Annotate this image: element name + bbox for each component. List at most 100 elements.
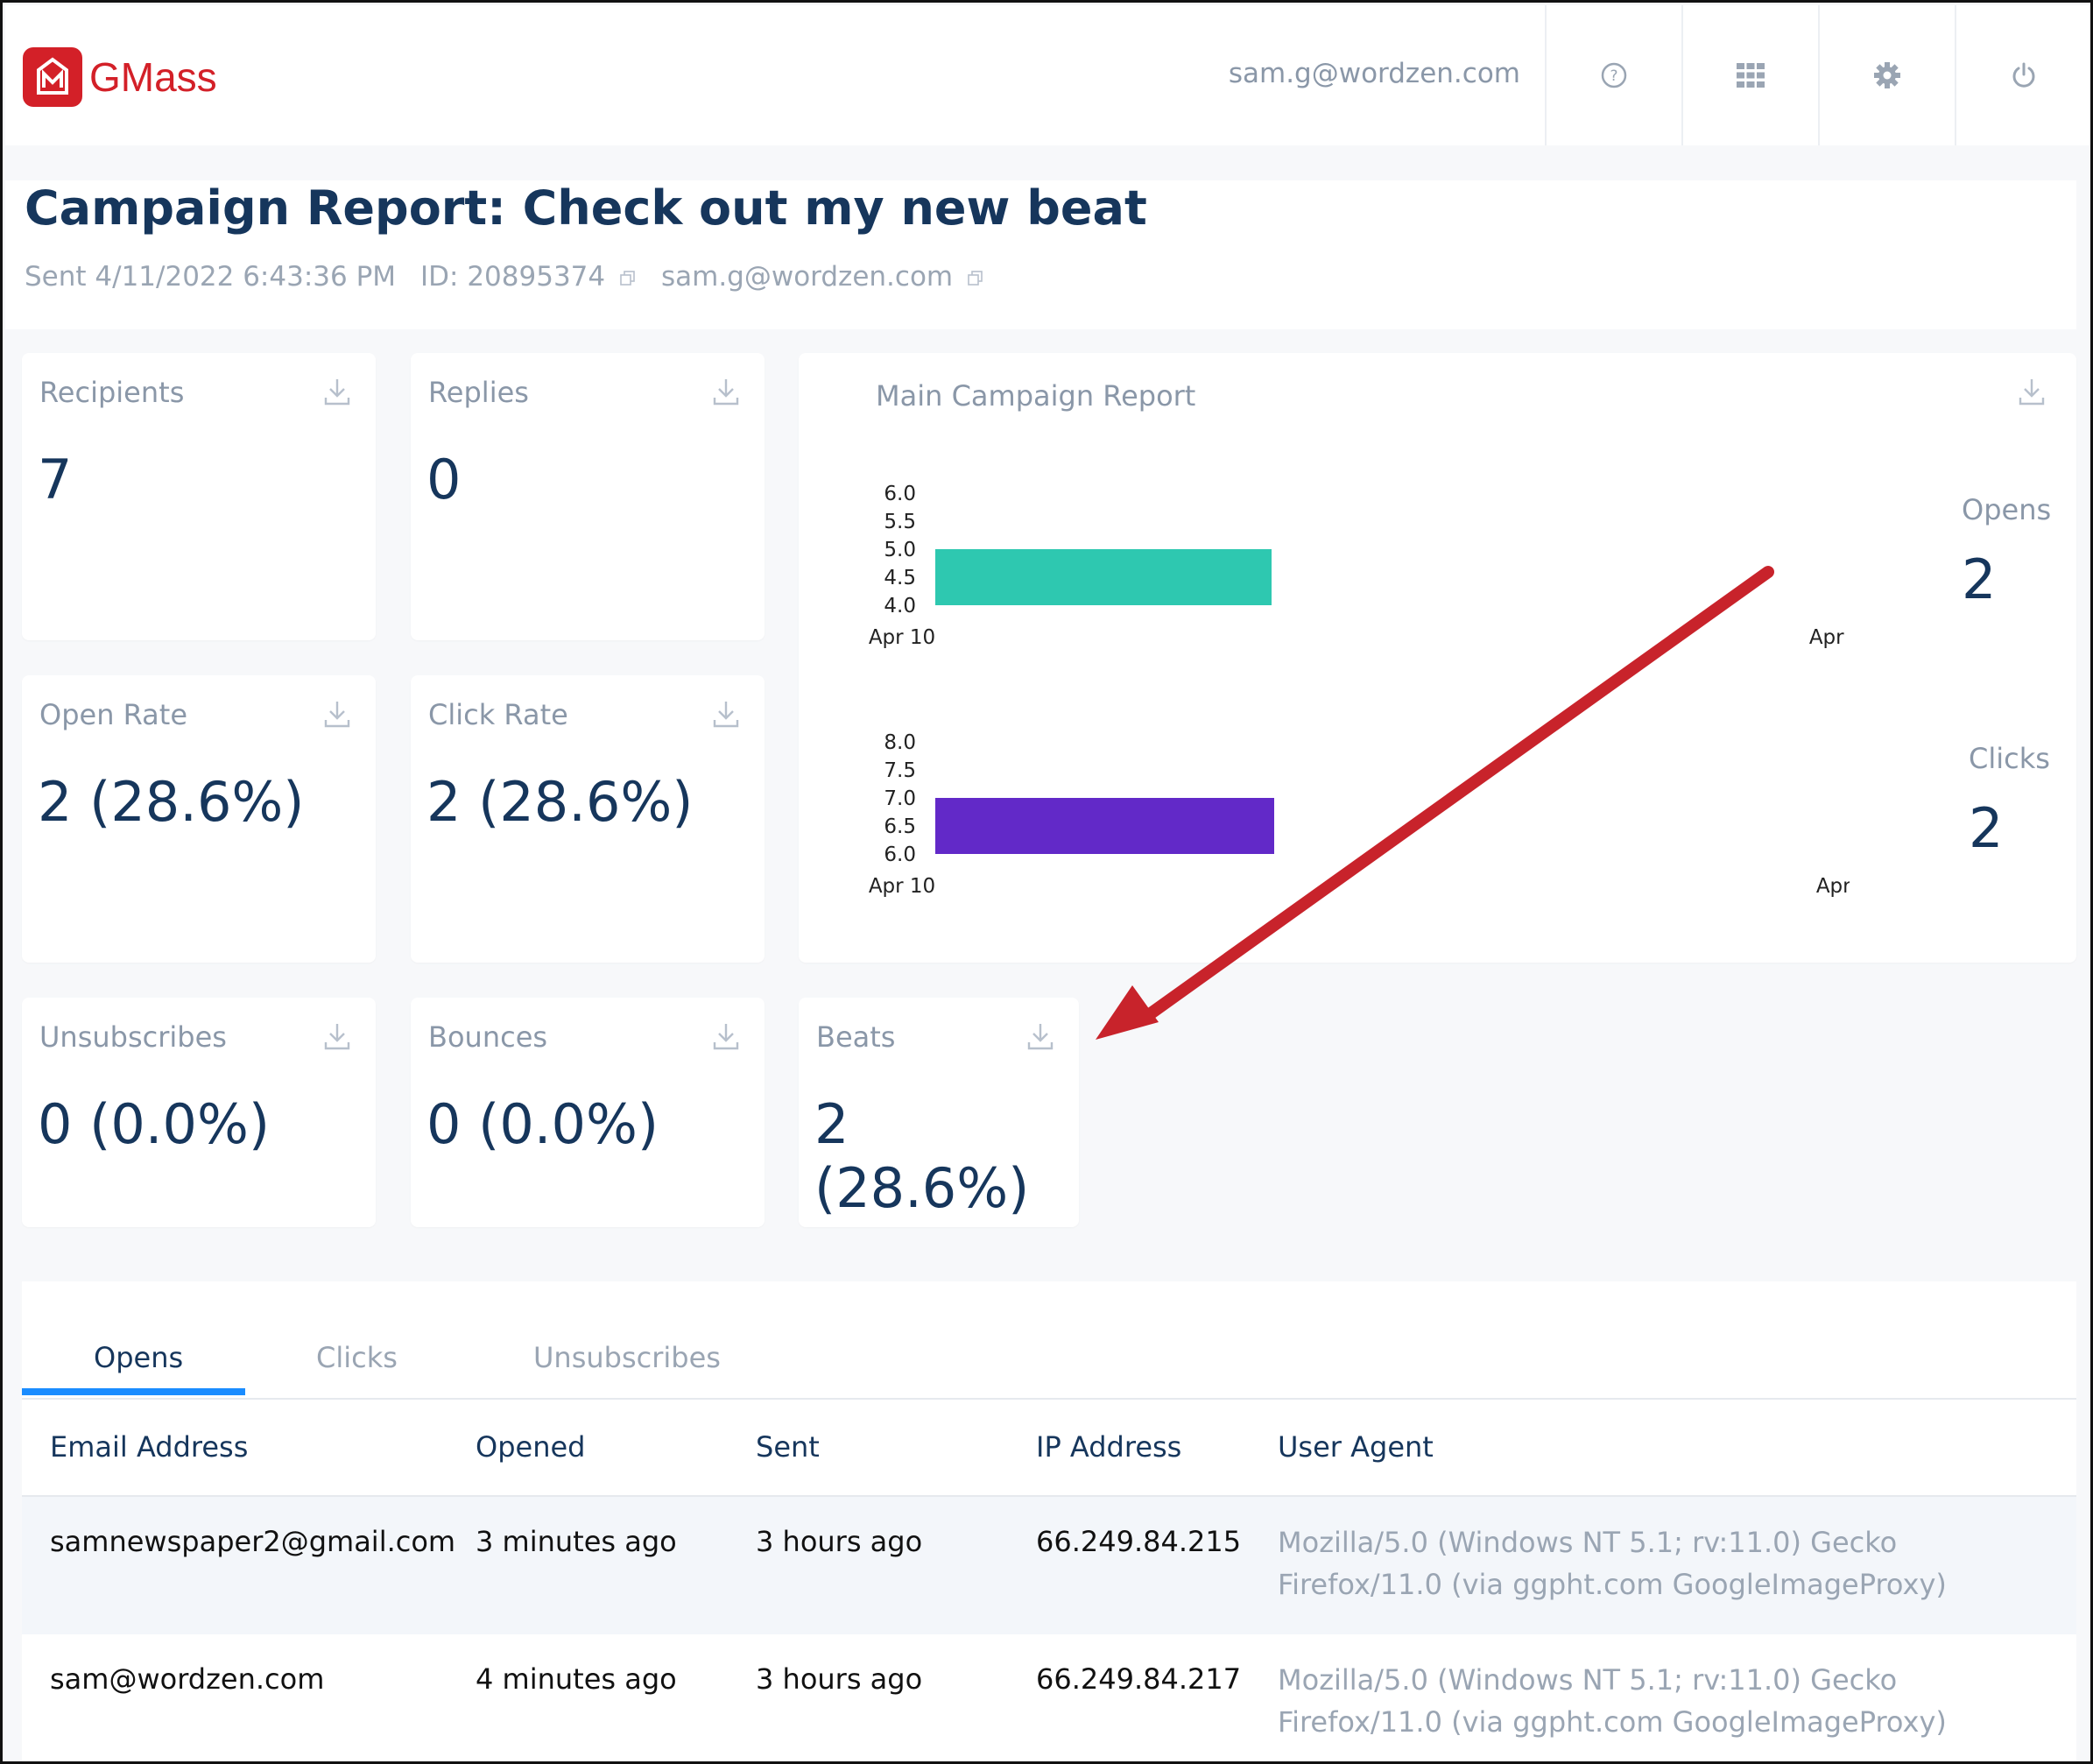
email-cell: sam@wordzen.com bbox=[50, 1662, 325, 1696]
chart-bar[interactable] bbox=[935, 549, 1272, 605]
help-icon: ? bbox=[1601, 62, 1627, 88]
card-label: Click Rate bbox=[428, 698, 568, 731]
divider bbox=[22, 1495, 2076, 1497]
sent-cell: 3 hours ago bbox=[756, 1662, 923, 1696]
top-bar: GMass sam.g@wordzen.com ? bbox=[5, 5, 2090, 145]
settings-button[interactable] bbox=[1818, 5, 1955, 145]
download-icon[interactable] bbox=[710, 698, 742, 730]
tab-unsubscribes[interactable]: Unsubscribes bbox=[533, 1341, 721, 1374]
opened-cell: 3 minutes ago bbox=[476, 1525, 677, 1558]
table-row[interactable]: sam@wordzen.com 4 minutes ago 3 hours ag… bbox=[22, 1634, 2076, 1761]
clicks-value: 2 bbox=[1969, 796, 2004, 860]
sent-timestamp: Sent 4/11/2022 6:43:36 PM bbox=[25, 261, 397, 293]
y-tick-label: 5.5 bbox=[884, 511, 916, 533]
chart-title: Main Campaign Report bbox=[876, 379, 1196, 413]
card-value: 0 (0.0%) bbox=[38, 1092, 271, 1156]
sender-email: sam.g@wordzen.com bbox=[660, 261, 954, 293]
tab-opens[interactable]: Opens bbox=[94, 1341, 184, 1374]
y-tick-label: 7.5 bbox=[884, 759, 916, 782]
x-tick-label: Apr 10 bbox=[1809, 626, 1850, 649]
card-value: 2 (28.6%) bbox=[38, 770, 305, 834]
download-icon[interactable] bbox=[710, 1020, 742, 1052]
x-tick-label: Apr 10 bbox=[869, 875, 935, 898]
sender-group: sam.g@wordzen.com bbox=[661, 261, 984, 293]
y-tick-label: 4.0 bbox=[884, 595, 916, 617]
chart-bar[interactable] bbox=[935, 798, 1274, 854]
card-label: Unsubscribes bbox=[39, 1020, 227, 1054]
help-button[interactable]: ? bbox=[1545, 5, 1681, 145]
gmass-logo-icon bbox=[23, 47, 82, 107]
sent-cell: 3 hours ago bbox=[756, 1525, 923, 1558]
y-tick-label: 6.0 bbox=[884, 843, 916, 866]
user-email[interactable]: sam.g@wordzen.com bbox=[1228, 58, 1520, 89]
y-tick-label: 4.5 bbox=[884, 567, 916, 589]
column-header-email[interactable]: Email Address bbox=[50, 1430, 249, 1464]
report-meta: Sent 4/11/2022 6:43:36 PM ID: 20895374 s… bbox=[25, 261, 984, 293]
tab-clicks[interactable]: Clicks bbox=[316, 1341, 398, 1374]
card-value: 2 (28.6%) bbox=[426, 770, 694, 834]
gear-icon bbox=[1874, 62, 1900, 88]
active-tab-indicator bbox=[22, 1388, 245, 1395]
card-label: Open Rate bbox=[39, 698, 188, 731]
ip-cell: 66.249.84.217 bbox=[1036, 1662, 1242, 1696]
logo-text: GMass bbox=[89, 54, 217, 100]
opens-value: 2 bbox=[1962, 547, 1997, 611]
column-header-sent[interactable]: Sent bbox=[756, 1430, 820, 1464]
card-label: Bounces bbox=[428, 1020, 548, 1054]
download-icon[interactable] bbox=[1025, 1020, 1056, 1052]
user-agent-cell: Mozilla/5.0 (Windows NT 5.1; rv:11.0) Ge… bbox=[1278, 1526, 1947, 1601]
opened-cell: 4 minutes ago bbox=[476, 1662, 677, 1696]
report-header: Campaign Report: Check out my new beat S… bbox=[5, 180, 2076, 329]
column-header-user-agent[interactable]: User Agent bbox=[1278, 1430, 1434, 1464]
email-cell: samnewspaper2@gmail.com bbox=[50, 1525, 456, 1558]
opens-label: Opens bbox=[1962, 493, 2052, 526]
copy-icon[interactable] bbox=[619, 270, 637, 287]
column-header-opened[interactable]: Opened bbox=[476, 1430, 586, 1464]
open-rate-card[interactable]: Open Rate 2 (28.6%) bbox=[22, 675, 376, 963]
ip-cell: 66.249.84.215 bbox=[1036, 1525, 1242, 1558]
divider bbox=[22, 1398, 2076, 1400]
campaign-id-group: ID: 20895374 bbox=[420, 261, 637, 293]
table-row[interactable]: samnewspaper2@gmail.com 3 minutes ago 3 … bbox=[22, 1497, 2076, 1634]
x-tick-label: Apr 10 bbox=[869, 626, 935, 649]
unsubscribes-card[interactable]: Unsubscribes 0 (0.0%) bbox=[22, 998, 376, 1227]
column-header-ip[interactable]: IP Address bbox=[1036, 1430, 1182, 1464]
bounces-card[interactable]: Bounces 0 (0.0%) bbox=[411, 998, 765, 1227]
download-icon[interactable] bbox=[321, 1020, 353, 1052]
card-value: 7 bbox=[38, 448, 73, 512]
card-label: Beats bbox=[816, 1020, 896, 1054]
copy-icon[interactable] bbox=[967, 270, 984, 287]
activity-table-panel: Opens Clicks Unsubscribes Email Address … bbox=[22, 1281, 2076, 1761]
page-title: Campaign Report: Check out my new beat bbox=[25, 180, 1147, 236]
y-tick-label: 6.5 bbox=[884, 815, 916, 838]
download-icon[interactable] bbox=[2016, 376, 2047, 407]
y-tick-label: 5.0 bbox=[884, 539, 916, 561]
opens-chart: 6.0 5.5 5.0 4.5 4.0 Apr 10 Apr 10 bbox=[869, 483, 1850, 649]
download-icon[interactable] bbox=[321, 376, 353, 407]
apps-button[interactable] bbox=[1681, 5, 1818, 145]
click-rate-card[interactable]: Click Rate 2 (28.6%) bbox=[411, 675, 765, 963]
replies-card[interactable]: Replies 0 bbox=[411, 353, 765, 640]
y-tick-label: 8.0 bbox=[884, 731, 916, 754]
user-agent-cell: Mozilla/5.0 (Windows NT 5.1; rv:11.0) Ge… bbox=[1278, 1663, 1947, 1739]
clicks-label: Clicks bbox=[1969, 742, 2050, 775]
card-label: Replies bbox=[428, 376, 529, 409]
apps-grid-icon bbox=[1737, 63, 1765, 88]
recipients-card[interactable]: Recipients 7 bbox=[22, 353, 376, 640]
card-value: 0 (0.0%) bbox=[426, 1092, 659, 1156]
download-icon[interactable] bbox=[321, 698, 353, 730]
y-tick-label: 6.0 bbox=[884, 483, 916, 505]
svg-text:?: ? bbox=[1610, 67, 1617, 85]
logout-button[interactable] bbox=[1955, 5, 2090, 145]
power-icon bbox=[2012, 62, 2035, 88]
card-label: Recipients bbox=[39, 376, 185, 409]
x-tick-label: Apr 10 bbox=[1816, 875, 1850, 898]
campaign-id: ID: 20895374 bbox=[420, 261, 606, 293]
card-value: 0 bbox=[426, 448, 462, 512]
card-value: 2 (28.6%) bbox=[814, 1092, 1030, 1220]
beats-card[interactable]: Beats 2 (28.6%) bbox=[799, 998, 1079, 1227]
gmass-logo[interactable]: GMass bbox=[23, 47, 217, 107]
download-icon[interactable] bbox=[710, 376, 742, 407]
main-campaign-report-card: Main Campaign Report 6.0 5.5 5.0 4.5 4.0 Apr … bbox=[799, 353, 2076, 963]
